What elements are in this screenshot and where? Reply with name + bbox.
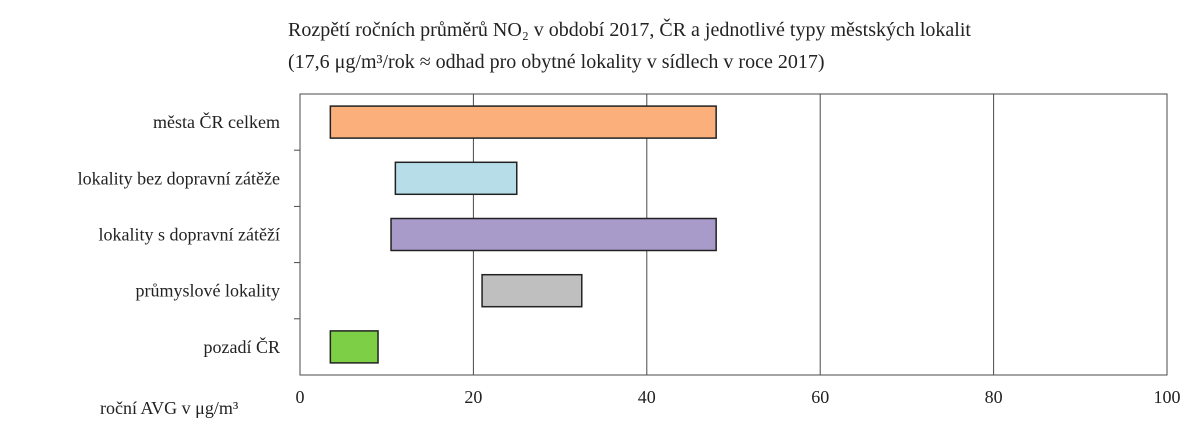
category-label-4: pozadí ČR	[204, 336, 281, 357]
category-label-3: průmyslové lokality	[136, 281, 280, 301]
x-tick-label-4: 80	[985, 387, 1003, 407]
chart-title-line-2: (17,6 μg/m³/rok ≈ odhad pro obytné lokal…	[288, 51, 825, 73]
plot-frame	[299, 93, 1168, 376]
range-bar-3	[481, 273, 583, 308]
range-bar-1	[394, 161, 518, 196]
x-tick-label-5: 100	[1154, 387, 1181, 407]
range-bar-2	[390, 217, 717, 252]
x-tick-label-2: 40	[638, 387, 656, 407]
range-bar-0	[329, 105, 717, 139]
x-tick-label-1: 20	[464, 387, 482, 407]
category-label-0: města ČR celkem	[153, 111, 280, 132]
range-bar-4	[329, 330, 379, 364]
chart-title: Rozpětí ročních průměrů NO₂ v období 201…	[288, 14, 1193, 78]
category-label-1: lokality bez dopravní zátěže	[78, 168, 280, 188]
chart-title-line-1: Rozpětí ročních průměrů NO₂ v období 201…	[288, 19, 971, 41]
x-tick-label-3: 60	[811, 387, 829, 407]
x-tick-label-0: 0	[296, 387, 305, 407]
category-label-2: lokality s dopravní zátěží	[99, 225, 280, 245]
value-axis-label: roční AVG v μg/m³	[100, 398, 239, 418]
